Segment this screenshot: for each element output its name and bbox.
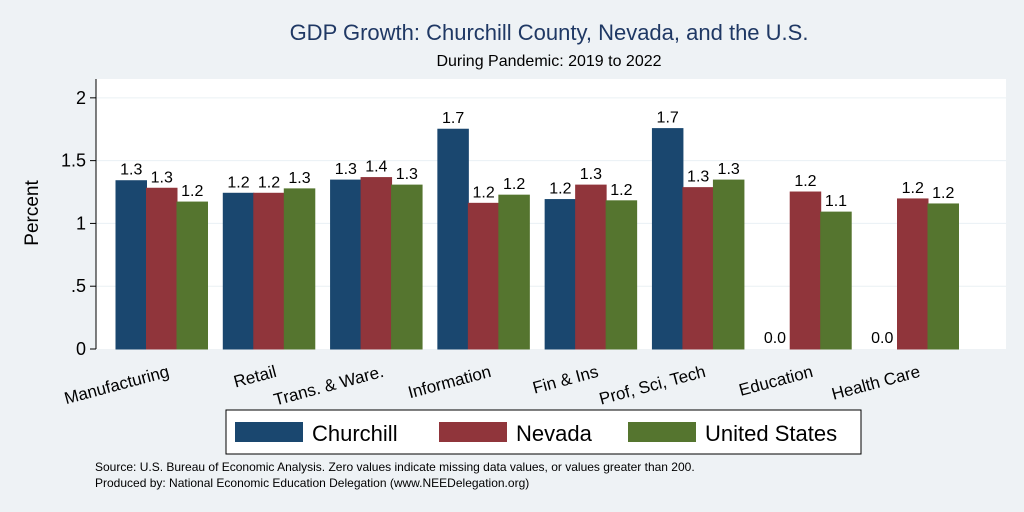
bar-data-label: 0.0 xyxy=(764,330,786,347)
bar-data-label: 1.2 xyxy=(932,185,954,202)
bar-data-label: 1.2 xyxy=(794,173,816,190)
source-note: Source: U.S. Bureau of Economic Analysis… xyxy=(95,460,695,474)
bar-data-label: 1.3 xyxy=(120,162,142,179)
bar xyxy=(927,203,959,350)
legend xyxy=(225,409,862,455)
bar xyxy=(820,211,852,350)
legend-label: United States xyxy=(705,421,837,446)
bar xyxy=(575,184,607,350)
bar xyxy=(437,128,469,350)
y-tick-label: 2 xyxy=(76,88,86,108)
y-axis-ticks: 0 .5 1 1.5 2 xyxy=(61,88,96,359)
bar-data-label: 1.3 xyxy=(151,169,173,186)
bar xyxy=(651,128,684,350)
bar-data-label: 1.2 xyxy=(503,176,525,193)
chart-subtitle: During Pandemic: 2019 to 2022 xyxy=(436,53,661,70)
bar xyxy=(789,191,822,350)
y-tick-label: 0 xyxy=(76,339,86,359)
legend-swatch xyxy=(439,422,507,442)
bar xyxy=(176,201,208,350)
bar xyxy=(283,188,316,350)
bar xyxy=(897,198,929,350)
bar xyxy=(712,179,745,350)
data-labels: 1.3 1.3 1.2 1.2 1.2 1.3 1.3 1.4 1.3 1.7 1.2 1.2 1.2 1… xyxy=(120,110,954,347)
y-axis-label: Percent xyxy=(22,180,43,246)
bar-data-label: 1.2 xyxy=(610,182,632,199)
bar-data-label: 1.2 xyxy=(227,174,249,191)
bar-data-label: 1.7 xyxy=(442,110,464,127)
bar-data-label: 1.3 xyxy=(580,166,602,183)
bar xyxy=(360,177,393,350)
bar xyxy=(605,200,638,350)
bar xyxy=(146,187,178,350)
bar-data-label: 1.4 xyxy=(365,159,387,176)
bar-data-label: 1.3 xyxy=(396,166,418,183)
produced-by-note: Produced by: National Economic Education… xyxy=(95,476,529,490)
bar-data-label: 1.2 xyxy=(549,181,571,198)
bar xyxy=(544,199,577,350)
bar-data-label: 1.2 xyxy=(181,183,203,200)
legend-items: Churchill Nevada United States xyxy=(235,421,837,446)
chart-title: GDP Growth: Churchill County, Nevada, an… xyxy=(290,20,809,45)
bar-data-label: 1.3 xyxy=(335,161,357,178)
bar-data-label: 1.1 xyxy=(825,193,847,210)
bar-data-label: 1.2 xyxy=(472,184,494,201)
bar xyxy=(115,180,147,350)
bar xyxy=(682,187,714,350)
y-tick-label: 1.5 xyxy=(61,151,86,171)
legend-label: Churchill xyxy=(312,421,398,446)
bar xyxy=(330,179,362,350)
y-tick-label: 1 xyxy=(76,213,86,233)
bar xyxy=(253,192,285,350)
bar-data-label: 1.7 xyxy=(657,110,679,127)
y-tick-label: .5 xyxy=(71,276,86,296)
bar xyxy=(498,194,530,350)
legend-swatch xyxy=(235,422,303,442)
bar xyxy=(222,192,255,350)
bar-data-label: 1.3 xyxy=(718,161,740,178)
legend-label: Nevada xyxy=(516,421,593,446)
bar-data-label: 1.2 xyxy=(902,180,924,197)
bars xyxy=(115,128,959,350)
legend-swatch xyxy=(628,422,696,442)
bar-data-label: 0.0 xyxy=(871,330,893,347)
bar xyxy=(391,184,423,350)
bar-data-label: 1.2 xyxy=(258,174,280,191)
bar-data-label: 1.3 xyxy=(288,170,310,187)
bar-data-label: 1.3 xyxy=(687,169,709,186)
bar xyxy=(467,202,500,350)
